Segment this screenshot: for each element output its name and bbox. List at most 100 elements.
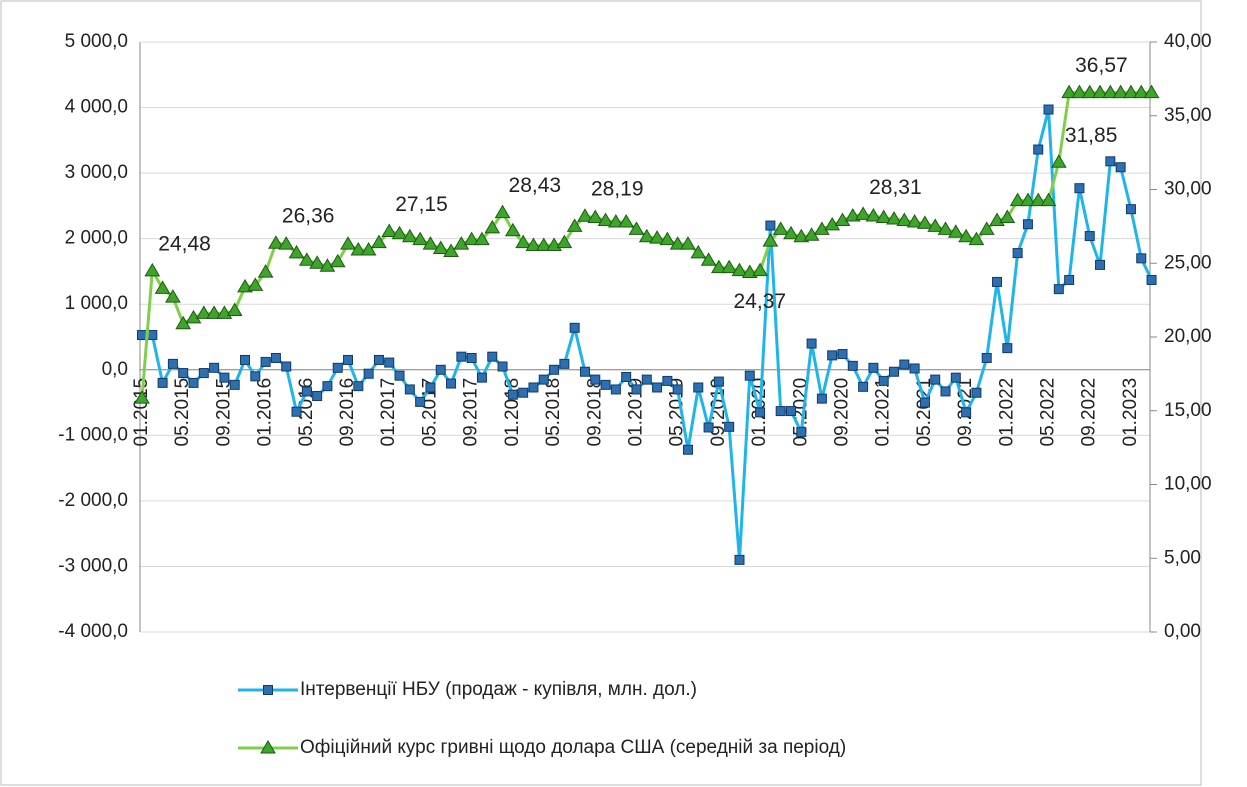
legend-marker xyxy=(260,740,276,754)
point-marker xyxy=(494,204,511,219)
y-tick-label: -4 000,0 xyxy=(58,621,128,642)
point-marker xyxy=(515,234,532,249)
point-marker xyxy=(240,354,251,365)
point-marker xyxy=(556,234,573,249)
point-marker xyxy=(958,228,974,243)
point-marker xyxy=(762,233,779,247)
point-marker xyxy=(834,212,851,226)
point-marker xyxy=(1009,192,1026,207)
point-marker xyxy=(1022,219,1033,230)
point-marker xyxy=(1012,248,1023,259)
point-marker xyxy=(487,351,498,362)
y2-tick-label: 15,00 xyxy=(1164,400,1212,421)
point-marker xyxy=(425,382,436,393)
point-marker xyxy=(281,361,292,372)
point-marker xyxy=(1043,104,1054,115)
point-marker xyxy=(796,427,807,438)
x-tick-label: 01.2022 xyxy=(996,378,1017,447)
point-marker xyxy=(291,406,302,417)
point-marker xyxy=(652,382,663,393)
point-marker xyxy=(384,357,395,368)
point-marker xyxy=(538,374,549,385)
point-marker xyxy=(507,389,518,400)
y2-tick-label: 20,00 xyxy=(1164,326,1212,347)
point-marker xyxy=(793,228,810,243)
legend-label: Інтервенції НБУ (продаж - купівля, млн. … xyxy=(300,679,697,700)
point-marker xyxy=(329,253,346,268)
point-marker xyxy=(1050,154,1067,168)
point-marker xyxy=(947,224,964,238)
point-marker xyxy=(401,228,418,243)
point-marker xyxy=(353,381,364,392)
point-marker xyxy=(340,236,356,250)
y2-tick-label: 30,00 xyxy=(1164,179,1212,200)
point-marker xyxy=(1040,192,1057,207)
point-marker xyxy=(518,387,529,398)
point-marker xyxy=(1033,144,1044,155)
point-marker xyxy=(734,554,745,565)
x-tick-label: 05.2019 xyxy=(667,378,688,447)
point-marker xyxy=(875,209,892,224)
point-marker xyxy=(1030,192,1047,207)
point-marker xyxy=(250,371,261,382)
point-marker xyxy=(981,352,992,363)
point-marker xyxy=(360,241,377,256)
point-marker xyxy=(288,244,305,259)
series-line xyxy=(142,109,1153,561)
point-marker xyxy=(906,213,923,228)
point-marker xyxy=(260,356,271,367)
point-marker xyxy=(868,362,879,373)
point-marker xyxy=(404,384,415,395)
point-marker xyxy=(525,237,542,252)
point-marker xyxy=(1061,84,1078,99)
point-marker xyxy=(504,222,521,237)
point-marker xyxy=(484,219,501,234)
point-marker xyxy=(814,221,830,235)
point-marker xyxy=(577,208,593,222)
y-tick-label: 0,0 xyxy=(102,359,128,380)
point-marker xyxy=(631,384,642,395)
point-marker xyxy=(474,231,490,246)
point-marker xyxy=(1102,84,1119,99)
point-marker xyxy=(638,228,655,243)
y-tick-label: 2 000,0 xyxy=(65,228,128,249)
point-marker xyxy=(381,223,398,238)
point-marker xyxy=(889,366,900,377)
x-tick-label: 01.2015 xyxy=(131,378,152,447)
point-marker xyxy=(672,384,683,395)
point-marker xyxy=(693,382,704,393)
point-marker xyxy=(206,305,222,319)
point-marker xyxy=(1071,84,1088,99)
point-marker xyxy=(1125,204,1136,215)
point-marker xyxy=(528,382,539,393)
point-marker xyxy=(198,368,209,379)
x-tick-label: 09.2015 xyxy=(213,378,234,447)
y2-tick-label: 5,00 xyxy=(1164,547,1201,568)
point-marker xyxy=(343,354,354,365)
y2-tick-label: 25,00 xyxy=(1164,252,1212,273)
point-marker xyxy=(188,377,199,388)
y-tick-label: -1 000,0 xyxy=(58,424,128,445)
point-marker xyxy=(1143,84,1160,99)
point-marker xyxy=(1115,162,1126,173)
point-marker xyxy=(144,262,161,277)
value-label: 31,85 xyxy=(1065,124,1118,147)
y2-tick-label: 35,00 xyxy=(1164,105,1212,126)
point-marker xyxy=(394,370,405,381)
value-label: 28,19 xyxy=(591,178,644,201)
series xyxy=(137,104,1157,565)
point-marker xyxy=(772,221,789,235)
value-label: 26,36 xyxy=(282,205,335,228)
point-marker xyxy=(680,236,696,250)
point-marker xyxy=(466,352,477,363)
point-marker xyxy=(178,368,189,379)
value-label: 27,15 xyxy=(395,193,448,216)
point-marker xyxy=(566,218,583,232)
point-marker xyxy=(373,354,384,365)
point-marker xyxy=(415,396,426,407)
point-marker xyxy=(659,231,676,246)
point-marker xyxy=(463,231,480,246)
point-marker xyxy=(597,212,614,226)
value-label: 28,43 xyxy=(509,174,562,197)
x-tick-label: 01.2021 xyxy=(873,378,894,447)
